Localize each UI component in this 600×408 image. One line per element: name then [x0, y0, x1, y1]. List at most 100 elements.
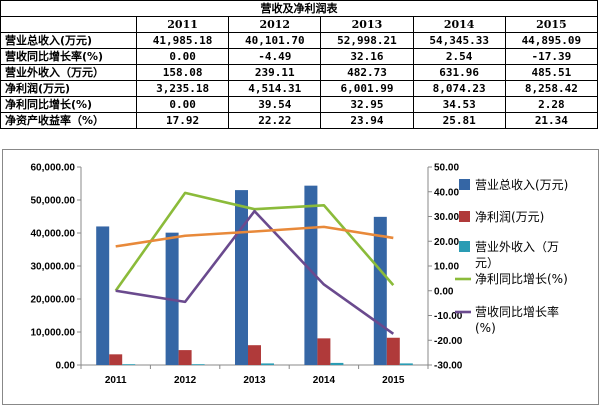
- legend-swatch: [459, 211, 470, 222]
- year-header: 2013: [320, 16, 414, 33]
- table-cell: 4,514.31: [228, 80, 322, 97]
- y-tick-label-right: 10.00: [434, 262, 459, 273]
- x-tick-label: 2011: [105, 375, 127, 386]
- y-tick-label-left: 60,000.00: [31, 163, 76, 174]
- table-header-row: 2011 2012 2013 2014 2015: [0, 16, 599, 33]
- row-label: 净利同比增长(%): [0, 96, 137, 113]
- table-cell: 6,001.99: [320, 80, 414, 97]
- combo-chart: 0.00 10,000.00 20,000.00 30,000.00 40,000.00…: [31, 163, 569, 387]
- table-row: 营收同比增长率(%) 0.00 -4.49 32.16 2.54 -17.39: [0, 48, 599, 65]
- year-header: 2012: [228, 16, 322, 33]
- bar-2: [248, 345, 261, 365]
- table-cell: 482.73: [320, 64, 414, 81]
- table-title-row: 营收及净利润表: [0, 0, 598, 17]
- bar-3: [261, 363, 274, 365]
- table-row: 净利同比增长(%) 0.00 39.54 32.95 34.53 2.28: [0, 96, 599, 113]
- bar-1: [304, 185, 318, 365]
- y-tick-label-left: 40,000.00: [31, 229, 76, 240]
- bar-1: [96, 226, 110, 365]
- chart-container: 0.00 10,000.00 20,000.00 30,000.00 40,000.00…: [2, 149, 599, 405]
- table-cell: 2.28: [504, 96, 599, 113]
- y-tick-label-left: 30,000.00: [31, 262, 76, 273]
- bar-3: [122, 364, 136, 365]
- y-tick-label-right: 0.00: [434, 286, 454, 297]
- legend-label-cont: (%): [475, 321, 496, 335]
- legend-label-cont: 元）: [475, 256, 499, 270]
- table-cell: 21.34: [504, 112, 599, 129]
- bar-2: [178, 350, 192, 365]
- legend-label: 营业总收入(万元): [475, 178, 568, 192]
- row-label: 营业外收入（万元）: [0, 64, 137, 81]
- x-tick-label: 2014: [313, 375, 336, 386]
- table-cell: 8,074.23: [412, 80, 506, 97]
- table-cell: 2.54: [412, 48, 506, 65]
- line-series-3: [115, 225, 394, 248]
- table-cell: 22.22: [228, 112, 322, 129]
- legend-label: 营收同比增长率: [475, 304, 559, 319]
- table-row: 净资产收益率（%） 17.92 22.22 23.94 25.81 21.34: [0, 112, 599, 129]
- y-tick-label-left: 10,000.00: [31, 328, 76, 339]
- line-series-1: [114, 191, 395, 292]
- y-tick-label-right: -30.00: [434, 361, 463, 372]
- row-label: 净资产收益率（%）: [0, 112, 137, 129]
- table-row: 营业总收入(万元) 41,985.18 40,101.70 52,998.21 54,3…: [0, 32, 599, 49]
- header-corner: [0, 16, 137, 33]
- bar-3: [330, 362, 344, 365]
- bar-1: [373, 216, 387, 365]
- table-cell: 25.81: [412, 112, 506, 129]
- y-tick-label-right: 40.00: [434, 187, 459, 198]
- table-cell: 54,345.33: [412, 32, 506, 49]
- legend-swatch: [459, 179, 470, 190]
- table-cell: 3,235.18: [135, 80, 230, 97]
- table-cell: 0.00: [135, 96, 230, 113]
- table-cell: 44,895.09: [504, 32, 599, 49]
- financial-table: 营收及净利润表 2011 2012 2013 2014 2015 营业总收入(万…: [0, 0, 599, 129]
- y-tick-label-left: 20,000.00: [31, 295, 76, 306]
- x-tick-label: 2012: [174, 375, 197, 386]
- row-label: 净利润(万元): [0, 80, 137, 97]
- line-series-2: [115, 209, 395, 335]
- legend-label: 营业外收入（万: [475, 240, 559, 254]
- bar-3: [399, 363, 413, 365]
- table-cell: 239.11: [228, 64, 322, 81]
- table-cell: 32.16: [320, 48, 414, 65]
- table-cell: 485.51: [504, 64, 599, 81]
- x-tick-label: 2013: [243, 375, 266, 386]
- table-cell: 40,101.70: [228, 32, 322, 49]
- year-header: 2011: [135, 16, 230, 33]
- bar-3: [191, 364, 205, 365]
- legend-label: 净利同比增长(%): [475, 272, 568, 286]
- legend-label: 净利润(万元): [475, 210, 544, 224]
- table-cell: 158.08: [135, 64, 230, 81]
- bar-1: [235, 190, 248, 365]
- table-title: 营收及净利润表: [0, 0, 598, 17]
- table-cell: 39.54: [228, 96, 322, 113]
- table-cell: 32.95: [320, 96, 414, 113]
- y-tick-label-left: 0.00: [56, 361, 76, 372]
- bar-2: [317, 338, 331, 365]
- y-tick-label-right: -20.00: [434, 336, 463, 347]
- table-cell: 34.53: [412, 96, 506, 113]
- y-tick-label-right: 30.00: [434, 212, 459, 223]
- table-cell: 8,258.42: [504, 80, 599, 97]
- y-tick-label-right: 50.00: [434, 163, 459, 174]
- bar-2: [109, 354, 123, 365]
- table-cell: 41,985.18: [135, 32, 230, 49]
- year-header: 2015: [504, 16, 599, 33]
- table-cell: 0.00: [135, 48, 230, 65]
- y-tick-label-right: -10.00: [434, 311, 463, 322]
- table-row: 净利润(万元) 3,235.18 4,514.31 6,001.99 8,074.23 8…: [0, 80, 599, 97]
- y-tick-label-left: 50,000.00: [31, 196, 76, 207]
- bar-2: [386, 337, 400, 365]
- table-cell: 52,998.21: [320, 32, 414, 49]
- table-cell: -4.49: [228, 48, 322, 65]
- table-cell: 631.96: [412, 64, 506, 81]
- y-tick-label-right: 20.00: [434, 237, 459, 248]
- x-tick-label: 2015: [382, 375, 405, 386]
- table-cell: 23.94: [320, 112, 414, 129]
- table-row: 营业外收入（万元） 158.08 239.11 482.73 631.96 485.51: [0, 64, 599, 81]
- row-label: 营收同比增长率(%): [0, 48, 137, 65]
- table-cell: 17.92: [135, 112, 230, 129]
- legend-swatch: [459, 241, 470, 252]
